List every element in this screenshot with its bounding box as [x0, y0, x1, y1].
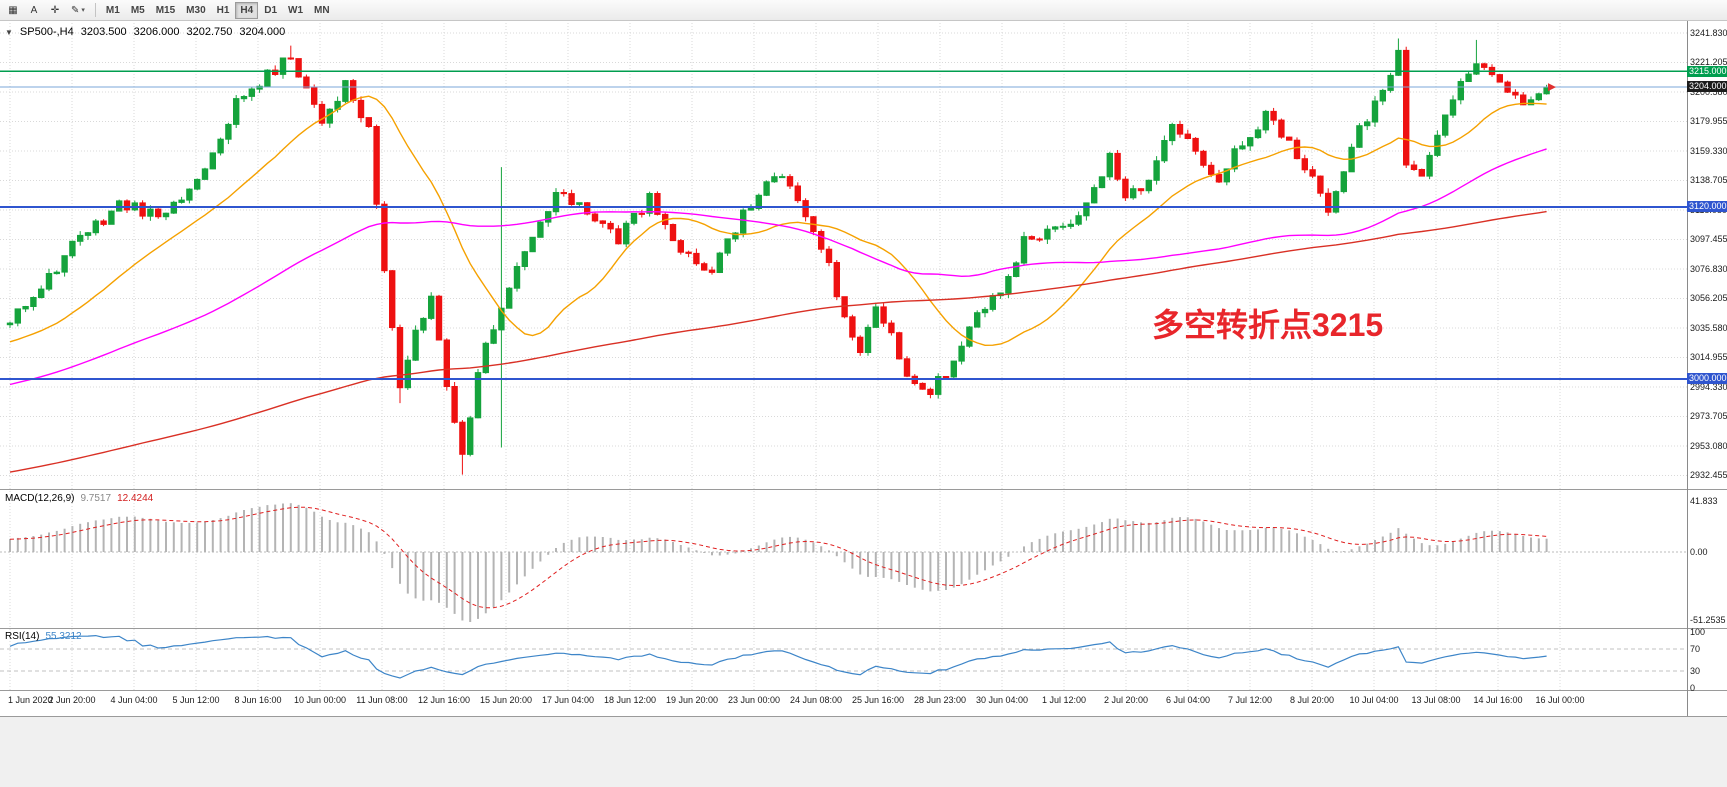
rsi-value: 55.3212 [45, 631, 82, 642]
text-icon: A [30, 4, 38, 16]
macd-pane-separator[interactable] [0, 489, 1727, 490]
price-axis-border [1687, 20, 1688, 716]
symbol-period-label: SP500-,H4 [19, 26, 74, 38]
timeframe-m15-button[interactable]: M15 [151, 2, 180, 19]
macd-main-value: 9.7517 [80, 493, 112, 504]
ohlc-high: 3206.000 [133, 26, 180, 38]
draw-tools-dropdown[interactable]: ✎ ▾ [66, 2, 90, 19]
rsi-pane-separator[interactable] [0, 628, 1727, 629]
expander-icon[interactable]: ▼ [5, 27, 13, 37]
timeframe-h1-button[interactable]: H1 [212, 2, 235, 19]
chart-annotation[interactable]: 多空转折点3215 [1152, 307, 1384, 343]
chevron-down-icon: ▾ [81, 7, 85, 14]
price-tag-3000[interactable]: 3000.000 [1687, 373, 1727, 384]
grid-icon: ▦ [8, 4, 18, 16]
timeframe-h4-button[interactable]: H4 [235, 1, 259, 19]
current-price-tag: 3204.000 [1687, 81, 1727, 92]
text-tool-button[interactable]: A [24, 2, 44, 19]
macd-label: MACD(12,26,9) [5, 493, 75, 504]
ohlc-open: 3203.500 [80, 26, 127, 38]
ohlc-close: 3204.000 [239, 26, 286, 38]
price-tag-3120[interactable]: 3120.000 [1687, 201, 1727, 212]
price-tag-3215[interactable]: 3215.000 [1687, 66, 1727, 77]
timeframe-w1-button[interactable]: W1 [283, 2, 308, 19]
chart-toolbar: ▦ A ✛ ✎ ▾ M1 M5 M15 M30 H1 H4 D1 W1 MN [0, 0, 1727, 21]
macd-signal-value: 12.4244 [117, 493, 154, 504]
ohlc-low: 3202.750 [186, 26, 233, 38]
window-bottom-separator [0, 716, 1727, 717]
timeframe-mn-button[interactable]: MN [309, 2, 335, 19]
templates-icon[interactable]: ▦ [3, 2, 23, 19]
timeframe-m30-button[interactable]: M30 [181, 2, 210, 19]
pencil-icon: ✎ [71, 4, 80, 16]
time-axis-separator [0, 690, 1727, 691]
crosshair-icon: ✛ [50, 4, 60, 16]
chart-title: ▼ SP500-,H4 3203.500 3206.000 3202.750 3… [5, 26, 285, 38]
macd-header: MACD(12,26,9) 9.7517 12.4244 [5, 493, 153, 504]
timeframe-d1-button[interactable]: D1 [259, 2, 282, 19]
bottom-strip [0, 717, 1727, 787]
toolbar-separator [94, 3, 96, 17]
rsi-label: RSI(14) [5, 631, 40, 642]
timeframe-m1-button[interactable]: M1 [101, 2, 125, 19]
rsi-header: RSI(14) 55.3212 [5, 631, 82, 642]
timeframe-m5-button[interactable]: M5 [126, 2, 150, 19]
crosshair-tool-button[interactable]: ✛ [45, 2, 65, 19]
